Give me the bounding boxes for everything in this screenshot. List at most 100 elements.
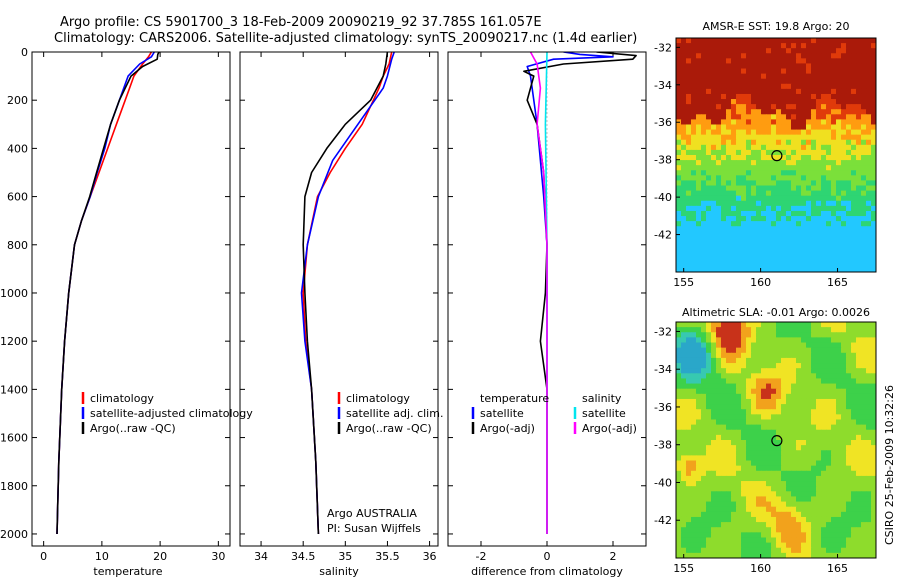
map-cell (806, 83, 812, 90)
map-cell (766, 378, 772, 385)
map-cell (686, 119, 692, 126)
map-cell (761, 190, 767, 197)
map-cell (836, 266, 842, 272)
map-cell (676, 465, 682, 472)
map-cell (856, 83, 862, 90)
map-cell (871, 491, 876, 498)
map-cell (696, 190, 702, 197)
map-cell (841, 185, 847, 192)
map-cell (686, 205, 692, 212)
map-cell (826, 226, 832, 232)
map-cell (826, 398, 832, 405)
map-cell (741, 465, 747, 472)
map-cell (771, 337, 777, 344)
map-cell (831, 53, 837, 59)
map-cell (681, 175, 687, 182)
map-cell (691, 216, 697, 222)
map-cell (781, 383, 787, 390)
map-cell (706, 511, 712, 518)
map-cell (801, 48, 807, 54)
map-cell (841, 434, 847, 441)
map-cell (856, 170, 862, 176)
map-cell (781, 470, 787, 477)
map-cell (756, 83, 762, 90)
map-cell (771, 332, 777, 338)
map-cell (806, 251, 812, 258)
map-cell (751, 342, 757, 349)
map-cell (761, 119, 767, 126)
map-cell (841, 465, 847, 472)
map-cell (871, 104, 876, 110)
map-cell (781, 104, 787, 110)
map-cell (716, 73, 722, 80)
map-cell (846, 231, 852, 237)
map-cell (761, 322, 767, 328)
map-cell (746, 160, 752, 166)
map-cell (836, 486, 842, 492)
map-cell (746, 357, 752, 364)
map-cell (721, 134, 727, 141)
map-cell (856, 450, 862, 456)
map-cell (806, 119, 812, 126)
map-cell (841, 322, 847, 328)
map-cell (751, 185, 757, 192)
map-cell (866, 496, 872, 503)
map-cell (796, 190, 802, 197)
map-cell (811, 404, 817, 410)
map-cell (736, 180, 742, 187)
map-cell (866, 368, 872, 374)
map-cell (681, 124, 687, 131)
map-cell (866, 200, 872, 207)
map-cell (801, 226, 807, 232)
map-cell (676, 475, 682, 482)
map-cell (761, 251, 767, 258)
map-cell (696, 522, 702, 528)
map-cell (796, 532, 802, 539)
map-cell (756, 38, 762, 44)
map-cell (726, 393, 732, 400)
map-cell (801, 190, 807, 197)
map-cell (686, 200, 692, 207)
map-cell (721, 48, 727, 54)
map-cell (691, 93, 697, 100)
map-cell (841, 404, 847, 410)
map-cell (811, 532, 817, 539)
map-cell (826, 78, 832, 85)
map-cell (796, 124, 802, 131)
map-cell (691, 445, 697, 451)
map-cell (841, 205, 847, 212)
map-cell (726, 409, 732, 415)
map-cell (806, 134, 812, 141)
map-cell (701, 409, 707, 415)
map-cell (871, 195, 876, 202)
map-cell (866, 491, 872, 498)
map-cell (776, 424, 782, 431)
map-cell (786, 516, 792, 523)
map-cell (771, 134, 777, 141)
map-cell (826, 266, 832, 272)
map-cell (856, 149, 862, 156)
map-cell (756, 481, 762, 487)
map-cell (691, 475, 697, 482)
map-cell (871, 547, 876, 554)
map-cell (781, 429, 787, 436)
map-cell (871, 246, 876, 253)
map-cell (856, 414, 862, 421)
map-cell (846, 114, 852, 120)
map-cell (816, 73, 822, 80)
map-cell (711, 180, 717, 187)
map-cell (811, 175, 817, 182)
map-cell (811, 134, 817, 141)
map-cell (746, 363, 752, 369)
map-cell (866, 327, 872, 333)
map-cell (861, 501, 867, 508)
map-cell (821, 368, 827, 374)
map-cell (786, 195, 792, 202)
map-cell (716, 357, 722, 364)
map-cell (821, 109, 827, 115)
map-cell (811, 160, 817, 166)
map-cell (836, 501, 842, 508)
map-cell (676, 445, 682, 451)
map-cell (706, 200, 712, 207)
map-cell (741, 445, 747, 451)
